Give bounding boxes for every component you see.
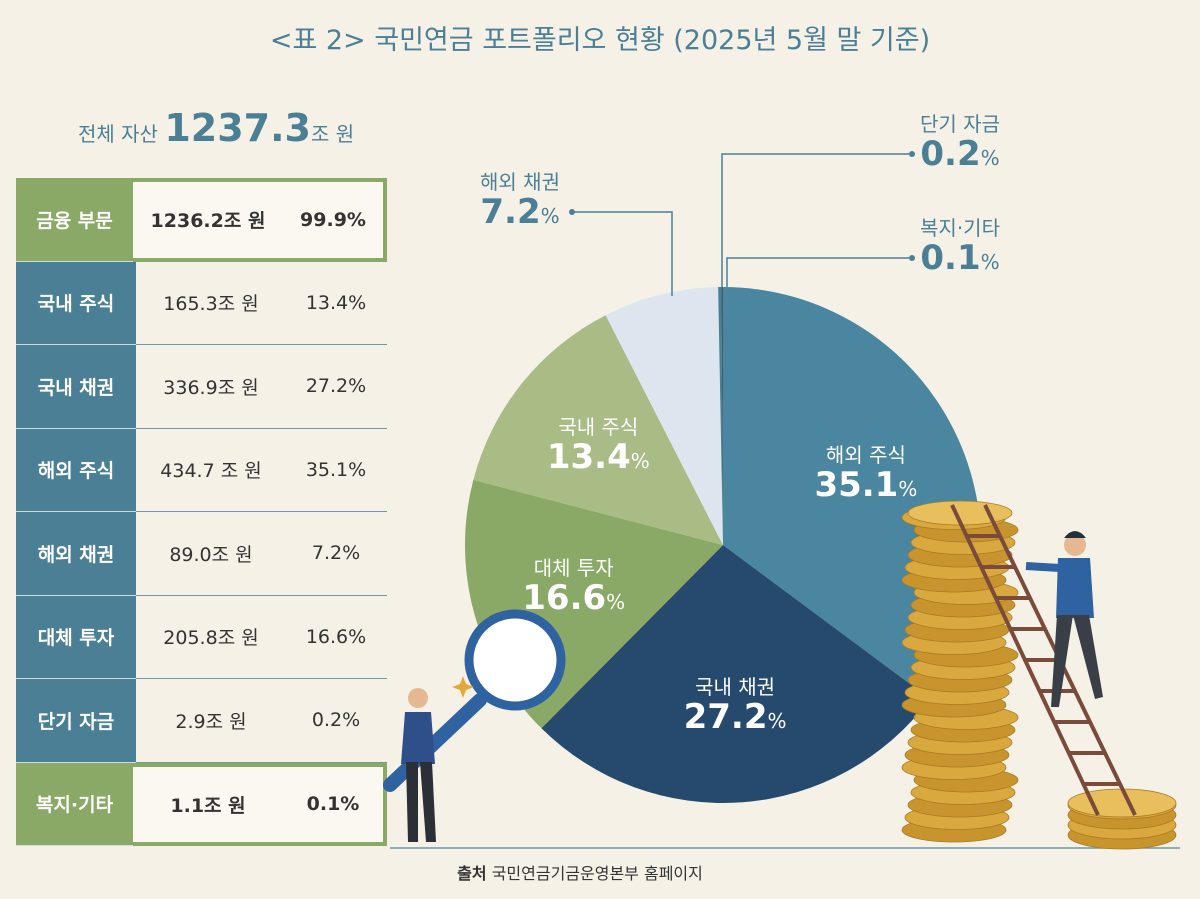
row-pct: 0.2% [311,709,361,732]
row-amount: 165.3조 원 [163,293,259,316]
table-row: 대체 투자 205.8조 원 16.6% [16,595,387,679]
total-assets: 전체 자산 1237.3조 원 [78,106,354,150]
row-pct: 27.2% [305,375,367,398]
slice-label: 국내 채권 27.2% [683,674,787,737]
sparkle-icon [452,676,474,698]
pie-slice [718,287,723,545]
row-pct: 13.4% [305,291,367,314]
person-arm [1025,562,1061,572]
person-torso [401,712,435,764]
slice-label: 단기 자금 0.2% [920,112,1000,174]
row-pct: 99.9% [300,208,366,231]
row-amount: 1236.2조 원 [150,210,266,233]
table-row: 복지·기타 1.1조 원 0.1% [16,762,387,846]
source-note: 출처 국민연금기금운영본부 홈페이지 [0,860,1160,884]
page-title: <표 2> 국민연금 포트폴리오 현황 (2025년 5월 말 기준) [269,25,931,56]
row-amount: 205.8조 원 [163,627,259,650]
row-label: 해외 채권 [16,512,136,596]
row-pct: 7.2% [311,542,361,565]
person-head [1064,534,1086,556]
table-row: 국내 주식 165.3조 원 13.4% [16,261,387,345]
row-pct: 0.1% [306,793,360,816]
row-amount: 434.7 조 원 [160,460,262,483]
row-pct: 16.6% [305,625,367,648]
magnifier-handle [383,693,487,792]
row-label: 금융 부문 [16,178,133,262]
row-label: 복지·기타 [16,762,133,846]
slice-label: 복지·기타 0.1% [920,216,1000,278]
row-label: 단기 자금 [16,679,136,763]
portfolio-table: 금융 부문 1236.2조 원 99.9% 국내 주식 165.3조 원 13.4% 국내 … [16,178,387,846]
pie-slice [541,545,931,804]
person-leg [1051,615,1073,707]
table-row: 단기 자금 2.9조 원 0.2% [16,679,387,763]
person-leg [406,762,418,842]
callout-line [572,211,673,296]
table-row: 금융 부문 1236.2조 원 99.9% [16,178,387,262]
row-label: 국내 채권 [16,345,136,429]
row-amount: 1.1조 원 [170,794,246,817]
pie-slice [721,287,723,545]
slice-label: 해외 주식 35.1% [814,443,918,506]
person-torso [1056,558,1094,618]
slice-label: 해외 채권 7.2% [480,170,560,232]
person-leg [420,762,436,842]
slice-label: 대체 투자 16.6% [522,555,626,618]
person-head [408,688,428,708]
pie-slice [605,287,723,545]
table-row: 국내 채권 336.9조 원 27.2% [16,345,387,429]
total-prefix: 전체 자산 [78,122,158,146]
person-leg [1073,615,1103,699]
callout-dot [909,151,915,157]
row-label: 국내 주식 [16,261,136,345]
row-label: 해외 주식 [16,428,136,512]
callout-line [726,257,912,287]
source-label: 출처 [457,864,487,883]
row-pct: 35.1% [305,458,367,481]
pie-slice [473,315,723,545]
person-hair [1064,531,1086,538]
row-amount: 336.9조 원 [163,376,259,399]
table-row: 해외 주식 434.7 조 원 35.1% [16,428,387,512]
table-row: 해외 채권 89.0조 원 7.2% [16,512,387,596]
total-unit: 조 원 [310,122,355,146]
magnifier-icon [464,609,566,711]
callout-dot [569,209,575,215]
row-label: 대체 투자 [16,595,136,679]
total-value: 1237.3 [164,106,311,150]
source-text: 국민연금기금운영본부 홈페이지 [491,864,703,883]
row-amount: 89.0조 원 [169,543,253,566]
callout-dot [909,255,915,261]
row-amount: 2.9조 원 [175,710,247,733]
slice-label: 국내 주식 13.4% [546,414,650,477]
coin-icon [1067,788,1177,818]
callout-line [721,153,912,287]
